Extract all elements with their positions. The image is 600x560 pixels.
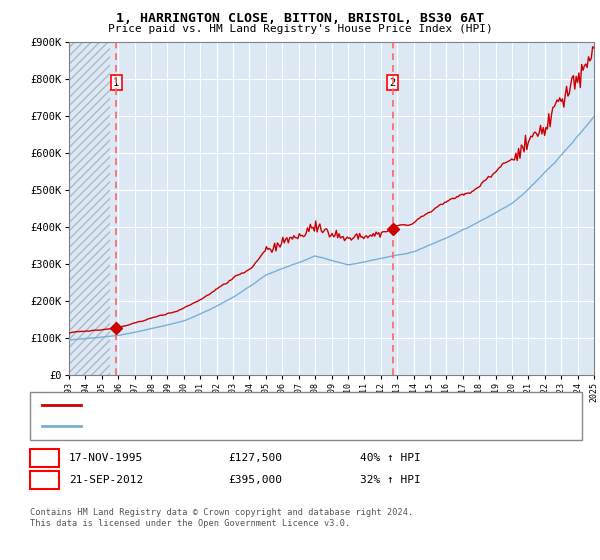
Text: 1: 1 bbox=[41, 451, 48, 465]
Text: 1: 1 bbox=[113, 78, 119, 88]
Text: 2: 2 bbox=[389, 78, 395, 88]
Text: 21-SEP-2012: 21-SEP-2012 bbox=[69, 475, 143, 485]
Bar bbox=[69, 42, 110, 375]
Text: 1, HARRINGTON CLOSE, BITTON, BRISTOL, BS30 6AT: 1, HARRINGTON CLOSE, BITTON, BRISTOL, BS… bbox=[116, 12, 484, 25]
Text: Price paid vs. HM Land Registry's House Price Index (HPI): Price paid vs. HM Land Registry's House … bbox=[107, 24, 493, 34]
Text: 32% ↑ HPI: 32% ↑ HPI bbox=[360, 475, 421, 485]
Text: 40% ↑ HPI: 40% ↑ HPI bbox=[360, 453, 421, 463]
Text: HPI: Average price, detached house, South Gloucestershire: HPI: Average price, detached house, Sout… bbox=[87, 421, 422, 431]
Text: 2: 2 bbox=[41, 473, 48, 487]
Text: 1, HARRINGTON CLOSE, BITTON, BRISTOL, BS30 6AT (detached house): 1, HARRINGTON CLOSE, BITTON, BRISTOL, BS… bbox=[87, 400, 457, 410]
Text: 17-NOV-1995: 17-NOV-1995 bbox=[69, 453, 143, 463]
Text: £127,500: £127,500 bbox=[228, 453, 282, 463]
Text: £395,000: £395,000 bbox=[228, 475, 282, 485]
Text: Contains HM Land Registry data © Crown copyright and database right 2024.
This d: Contains HM Land Registry data © Crown c… bbox=[30, 508, 413, 528]
